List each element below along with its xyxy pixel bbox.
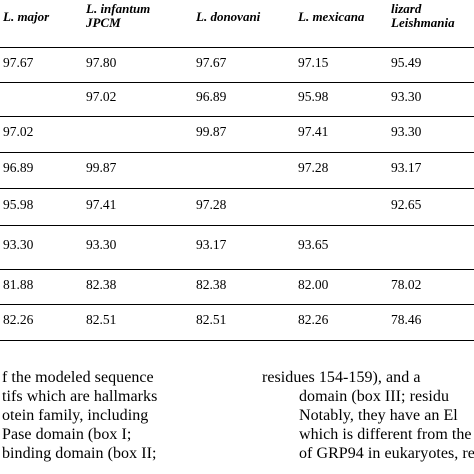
table-row-rule <box>0 188 474 189</box>
table-cell: 78.46 <box>391 312 422 327</box>
table-row-rule <box>0 82 474 83</box>
text-line: Pase domain (box I; <box>2 426 132 443</box>
table-row-rule <box>0 304 474 305</box>
text-line: Notably, they have an El <box>299 407 458 424</box>
table-cell: 99.87 <box>86 160 117 175</box>
column-header-lizard-line2: Leishmania <box>391 15 455 30</box>
column-header-lizard-line1: lizard <box>391 1 422 16</box>
table-cell: 81.88 <box>3 276 34 292</box>
table-cell: 95.49 <box>391 55 422 70</box>
table-cell: 93.30 <box>391 124 422 139</box>
table-row-rule <box>0 340 474 341</box>
table-row-rule <box>0 152 474 153</box>
table-cell: 96.89 <box>3 160 34 175</box>
table-cell: 82.38 <box>196 276 227 292</box>
column-header-l-infantum-line1: L. infantum <box>86 1 151 16</box>
column-header-l-mexicana: L. mexicana <box>298 9 365 24</box>
text-line: tifs which are hallmarks <box>2 388 158 405</box>
table-cell: 97.15 <box>298 55 329 70</box>
table-cell: 97.67 <box>196 55 227 70</box>
text-line: residues 154-159), and a <box>262 369 421 386</box>
text-line: which is different from the <box>299 426 472 443</box>
table-cell: 97.41 <box>86 196 117 212</box>
table-cell: 95.98 <box>298 89 329 104</box>
table-cell: 93.65 <box>298 237 329 252</box>
column-header-l-major: L. major <box>3 9 50 24</box>
text-line: f the modeled sequence <box>2 369 154 386</box>
table-cell: 82.51 <box>196 312 227 327</box>
table-cell: 97.28 <box>196 196 227 212</box>
table-cell: 93.17 <box>391 160 422 175</box>
text-line: binding domain (box II; <box>2 445 157 462</box>
table-row-rule <box>0 116 474 117</box>
table-cell: 82.38 <box>86 276 117 292</box>
table-cell: 97.80 <box>86 55 117 70</box>
column-header-lizard-leishmania: lizard Leishmania <box>391 2 455 30</box>
table-cell: 97.02 <box>86 89 117 104</box>
table-cell: 93.30 <box>3 237 34 252</box>
table-row-rule <box>0 269 474 270</box>
text-line: domain (box III; residu <box>299 388 450 405</box>
table-cell: 82.26 <box>298 312 329 327</box>
table-cell: 95.98 <box>3 196 34 212</box>
column-header-l-donovani: L. donovani <box>196 9 261 24</box>
table-cell: 92.65 <box>391 196 422 212</box>
text-line: otein family, including <box>2 407 149 424</box>
column-header-l-infantum-line2: JPCM <box>86 15 121 30</box>
table-cell: 82.00 <box>298 276 329 292</box>
table-cell: 82.26 <box>3 312 34 327</box>
column-header-l-infantum: L. infantum JPCM <box>86 2 150 30</box>
table-cell: 78.02 <box>391 276 422 292</box>
table-header-rule <box>0 47 474 48</box>
table-cell: 82.51 <box>86 312 117 327</box>
table-cell: 93.17 <box>196 237 227 252</box>
table-cell: 97.28 <box>298 160 329 175</box>
table-cell: 93.30 <box>391 89 422 104</box>
table-cell: 97.67 <box>3 55 34 70</box>
table-cell: 97.02 <box>3 124 34 139</box>
text-line: of GRP94 in eukaryotes, res <box>299 445 474 462</box>
table-cell: 96.89 <box>196 89 227 104</box>
table-cell: 99.87 <box>196 124 227 139</box>
table-cell: 97.41 <box>298 124 329 139</box>
table-cell: 93.30 <box>86 237 117 252</box>
table-row-rule <box>0 225 474 226</box>
